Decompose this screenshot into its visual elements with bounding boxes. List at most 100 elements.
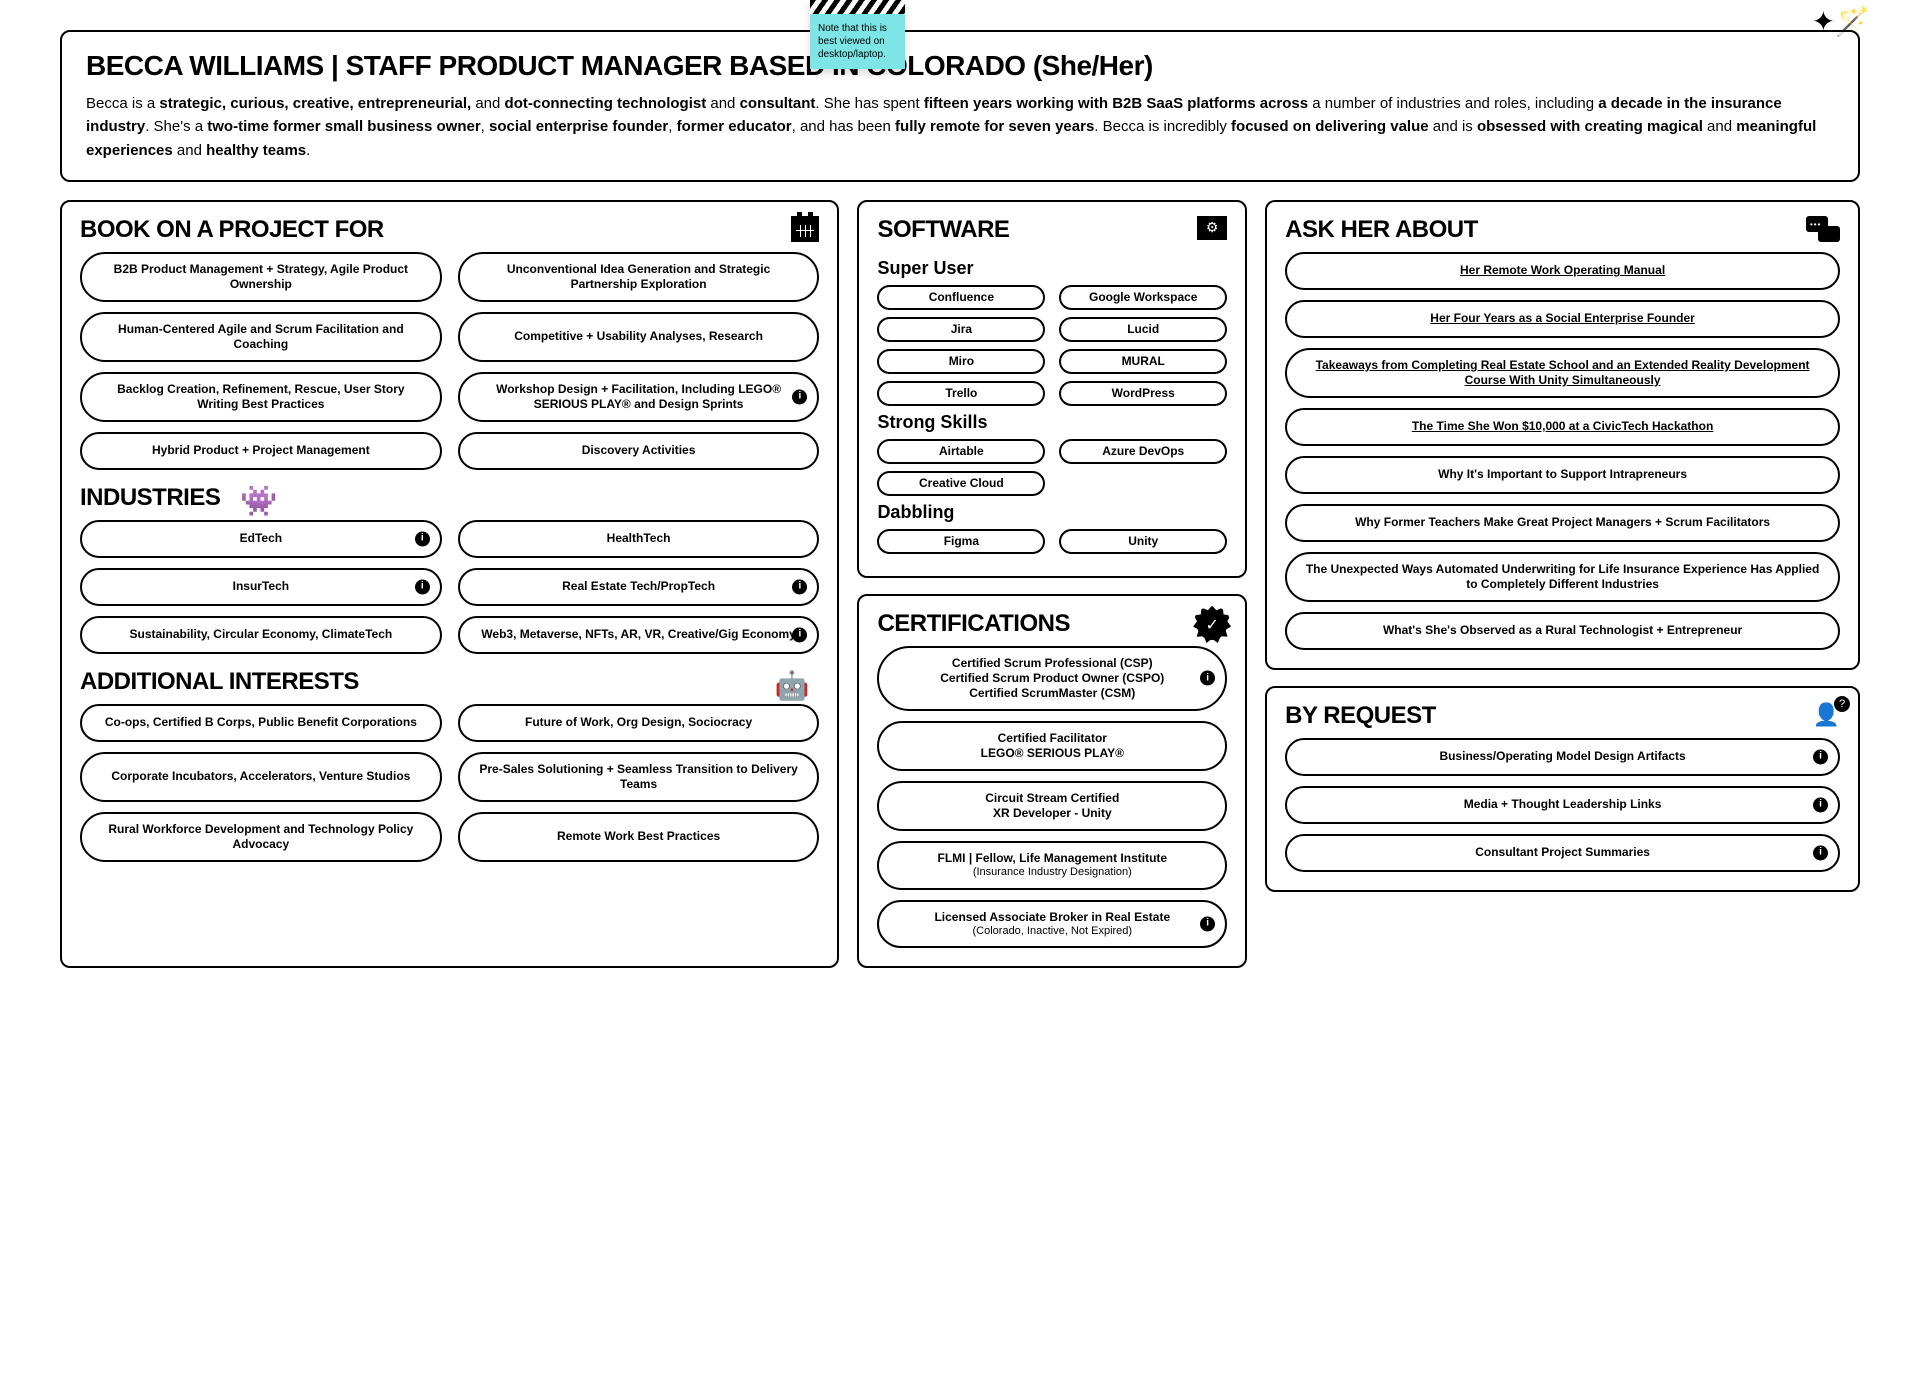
- certs-title: CERTIFICATIONS: [877, 610, 1070, 638]
- ask-item: What's She's Observed as a Rural Technol…: [1285, 612, 1840, 650]
- settings-window-icon: ⚙: [1197, 216, 1227, 240]
- sticky-note-text: Note that this is best viewed on desktop…: [810, 14, 905, 69]
- book-item: Hybrid Product + Project Management: [80, 432, 442, 470]
- pill-label: Confluence: [929, 290, 994, 305]
- interest-item: Future of Work, Org Design, Sociocracy: [458, 704, 820, 742]
- software-item: Lucid: [1059, 317, 1227, 342]
- software-panel: SOFTWARE ⚙ Super User ConfluenceGoogle W…: [857, 200, 1247, 578]
- pill-sublabel: (Insurance Industry Designation): [973, 866, 1132, 880]
- info-icon[interactable]: i: [792, 579, 807, 594]
- book-item: B2B Product Management + Strategy, Agile…: [80, 252, 442, 302]
- software-title: SOFTWARE: [877, 216, 1009, 244]
- book-title: BOOK ON A PROJECT FOR: [80, 216, 384, 244]
- ask-title: ASK HER ABOUT: [1285, 216, 1478, 244]
- sticky-tape: [810, 0, 905, 14]
- pill-label: Hybrid Product + Project Management: [152, 443, 370, 458]
- ask-item: Why It's Important to Support Intraprene…: [1285, 456, 1840, 494]
- pill-label: Backlog Creation, Refinement, Rescue, Us…: [96, 382, 426, 412]
- interest-item: Corporate Incubators, Accelerators, Vent…: [80, 752, 442, 802]
- software-item: Google Workspace: [1059, 285, 1227, 310]
- person-question-icon: 👤?: [1813, 702, 1840, 728]
- sticky-note: Note that this is best viewed on desktop…: [810, 0, 905, 69]
- pill-label: Creative Cloud: [919, 476, 1004, 491]
- pill-label: Discovery Activities: [582, 443, 696, 458]
- chat-icon: •••: [1806, 216, 1840, 242]
- pill-label: Future of Work, Org Design, Sociocracy: [525, 715, 752, 730]
- software-item: Trello: [877, 381, 1045, 406]
- request-panel: BY REQUEST 👤? Business/Operating Model D…: [1265, 686, 1860, 892]
- pill-label: Human-Centered Agile and Scrum Facilitat…: [96, 322, 426, 352]
- pill-label: Competitive + Usability Analyses, Resear…: [514, 329, 763, 344]
- badge-icon: ✓: [1197, 610, 1227, 640]
- pill-label: What's She's Observed as a Rural Technol…: [1383, 623, 1742, 638]
- info-icon[interactable]: i: [1813, 845, 1828, 860]
- pill-label: Sustainability, Circular Economy, Climat…: [129, 627, 392, 642]
- dabbling-title: Dabbling: [877, 502, 1227, 523]
- info-icon[interactable]: i: [792, 389, 807, 404]
- monster-icon: 👾: [240, 487, 277, 517]
- book-item: Discovery Activities: [458, 432, 820, 470]
- pill-label: Jira: [951, 322, 972, 337]
- ask-item[interactable]: Her Remote Work Operating Manual: [1285, 252, 1840, 290]
- pill-label: FLMI | Fellow, Life Management Institute: [938, 851, 1168, 866]
- left-panel: BOOK ON A PROJECT FOR B2B Product Manage…: [60, 200, 839, 969]
- pill-label: Web3, Metaverse, NFTs, AR, VR, Creative/…: [481, 627, 796, 642]
- industry-item: Sustainability, Circular Economy, Climat…: [80, 616, 442, 654]
- ask-item: Why Former Teachers Make Great Project M…: [1285, 504, 1840, 542]
- pill-label: Co-ops, Certified B Corps, Public Benefi…: [105, 715, 417, 730]
- pill-label: WordPress: [1112, 386, 1175, 401]
- certs-panel: CERTIFICATIONS ✓ Certified Scrum Profess…: [857, 594, 1247, 969]
- pill-label: Certified Facilitator LEGO® SERIOUS PLAY…: [981, 731, 1124, 761]
- info-icon[interactable]: i: [415, 579, 430, 594]
- bio-text: Becca is a strategic, curious, creative,…: [86, 92, 1834, 162]
- ask-panel: ASK HER ABOUT ••• Her Remote Work Operat…: [1265, 200, 1860, 670]
- pill-label: Unity: [1128, 534, 1158, 549]
- interests-title: ADDITIONAL INTERESTS: [80, 668, 359, 696]
- info-icon[interactable]: i: [1813, 749, 1828, 764]
- software-item: Jira: [877, 317, 1045, 342]
- pill-label: Consultant Project Summaries: [1475, 845, 1650, 860]
- ask-item: The Unexpected Ways Automated Underwriti…: [1285, 552, 1840, 602]
- pill-label: Her Four Years as a Social Enterprise Fo…: [1430, 311, 1695, 326]
- industry-item: InsurTech i: [80, 568, 442, 606]
- ask-item[interactable]: The Time She Won $10,000 at a CivicTech …: [1285, 408, 1840, 446]
- book-item: Backlog Creation, Refinement, Rescue, Us…: [80, 372, 442, 422]
- info-icon[interactable]: i: [1200, 916, 1215, 931]
- pill-label: EdTech: [240, 531, 282, 546]
- pill-label: Why Former Teachers Make Great Project M…: [1355, 515, 1770, 530]
- pill-label: Airtable: [939, 444, 984, 459]
- pill-label: Her Remote Work Operating Manual: [1460, 263, 1665, 278]
- industry-item: Web3, Metaverse, NFTs, AR, VR, Creative/…: [458, 616, 820, 654]
- pill-label: InsurTech: [233, 579, 289, 594]
- software-item: Creative Cloud: [877, 471, 1045, 496]
- industry-item: EdTech i: [80, 520, 442, 558]
- pill-label: Corporate Incubators, Accelerators, Vent…: [111, 769, 410, 784]
- pill-label: Miro: [949, 354, 974, 369]
- pill-label: Certified Scrum Professional (CSP) Certi…: [940, 656, 1164, 701]
- info-icon[interactable]: i: [415, 531, 430, 546]
- cert-item: Circuit Stream Certified XR Developer - …: [877, 781, 1227, 831]
- calendar-icon: [791, 216, 819, 242]
- pill-label: Rural Workforce Development and Technolo…: [96, 822, 426, 852]
- industry-item: Real Estate Tech/PropTechi: [458, 568, 820, 606]
- book-item: Workshop Design + Facilitation, Includin…: [458, 372, 820, 422]
- info-icon[interactable]: i: [1200, 671, 1215, 686]
- ask-item[interactable]: Her Four Years as a Social Enterprise Fo…: [1285, 300, 1840, 338]
- pill-label: MURAL: [1122, 354, 1165, 369]
- pill-label: Azure DevOps: [1102, 444, 1184, 459]
- book-item: Human-Centered Agile and Scrum Facilitat…: [80, 312, 442, 362]
- pill-label: B2B Product Management + Strategy, Agile…: [96, 262, 426, 292]
- ask-item[interactable]: Takeaways from Completing Real Estate Sc…: [1285, 348, 1840, 398]
- cert-item: Certified Scrum Professional (CSP) Certi…: [877, 646, 1227, 711]
- software-item: Azure DevOps: [1059, 439, 1227, 464]
- software-item: WordPress: [1059, 381, 1227, 406]
- request-title: BY REQUEST: [1285, 702, 1436, 730]
- info-icon[interactable]: i: [792, 627, 807, 642]
- pill-label: Figma: [944, 534, 979, 549]
- industry-item: HealthTech: [458, 520, 820, 558]
- software-item: Miro: [877, 349, 1045, 374]
- pill-label: The Time She Won $10,000 at a CivicTech …: [1412, 419, 1713, 434]
- info-icon[interactable]: i: [1813, 797, 1828, 812]
- page-title: BECCA WILLIAMS | STAFF PRODUCT MANAGER B…: [86, 50, 1834, 82]
- interest-item: Co-ops, Certified B Corps, Public Benefi…: [80, 704, 442, 742]
